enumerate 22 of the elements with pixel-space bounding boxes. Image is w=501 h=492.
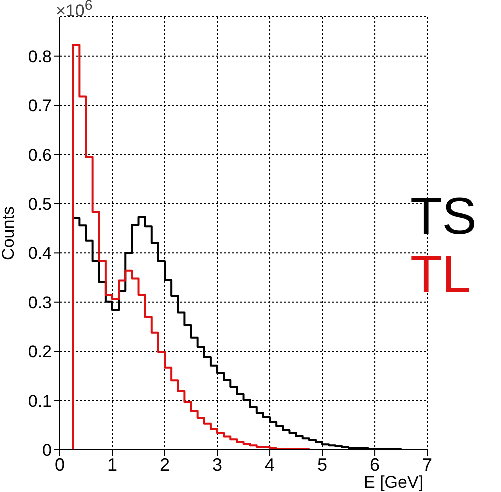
annotation: ×10$^{6}$ (56, 0, 93, 22)
x-axis-title: E [GeV] (364, 473, 424, 492)
y-tick-label: 0.8 (28, 47, 52, 66)
y-tick-label: 0.2 (28, 342, 52, 362)
x-tick-label: 5 (318, 454, 328, 475)
text: TL (410, 246, 472, 304)
y-tick-label: 0.3 (28, 293, 52, 312)
x-tick-label: 2 (160, 454, 170, 475)
y-tick-label: 0.4 (28, 244, 52, 264)
x-tick-label: 6 (370, 454, 380, 475)
y-tick-label: 0.5 (28, 195, 52, 214)
x-tick-label: 7 (422, 454, 433, 475)
y-tick-label: 0 (42, 441, 52, 460)
y-tick-label: 0.6 (28, 146, 52, 165)
y-tick-label: 0.7 (28, 96, 52, 116)
y-axis-title: Counts (0, 206, 18, 260)
x-tick-label: 3 (212, 454, 223, 475)
x-tick-label: 0 (54, 454, 66, 475)
x-tick-label: 1 (108, 454, 118, 475)
y-tick-label: 0.1 (28, 392, 52, 411)
x-tick-label: 4 (265, 454, 276, 475)
text: TS (410, 188, 477, 246)
